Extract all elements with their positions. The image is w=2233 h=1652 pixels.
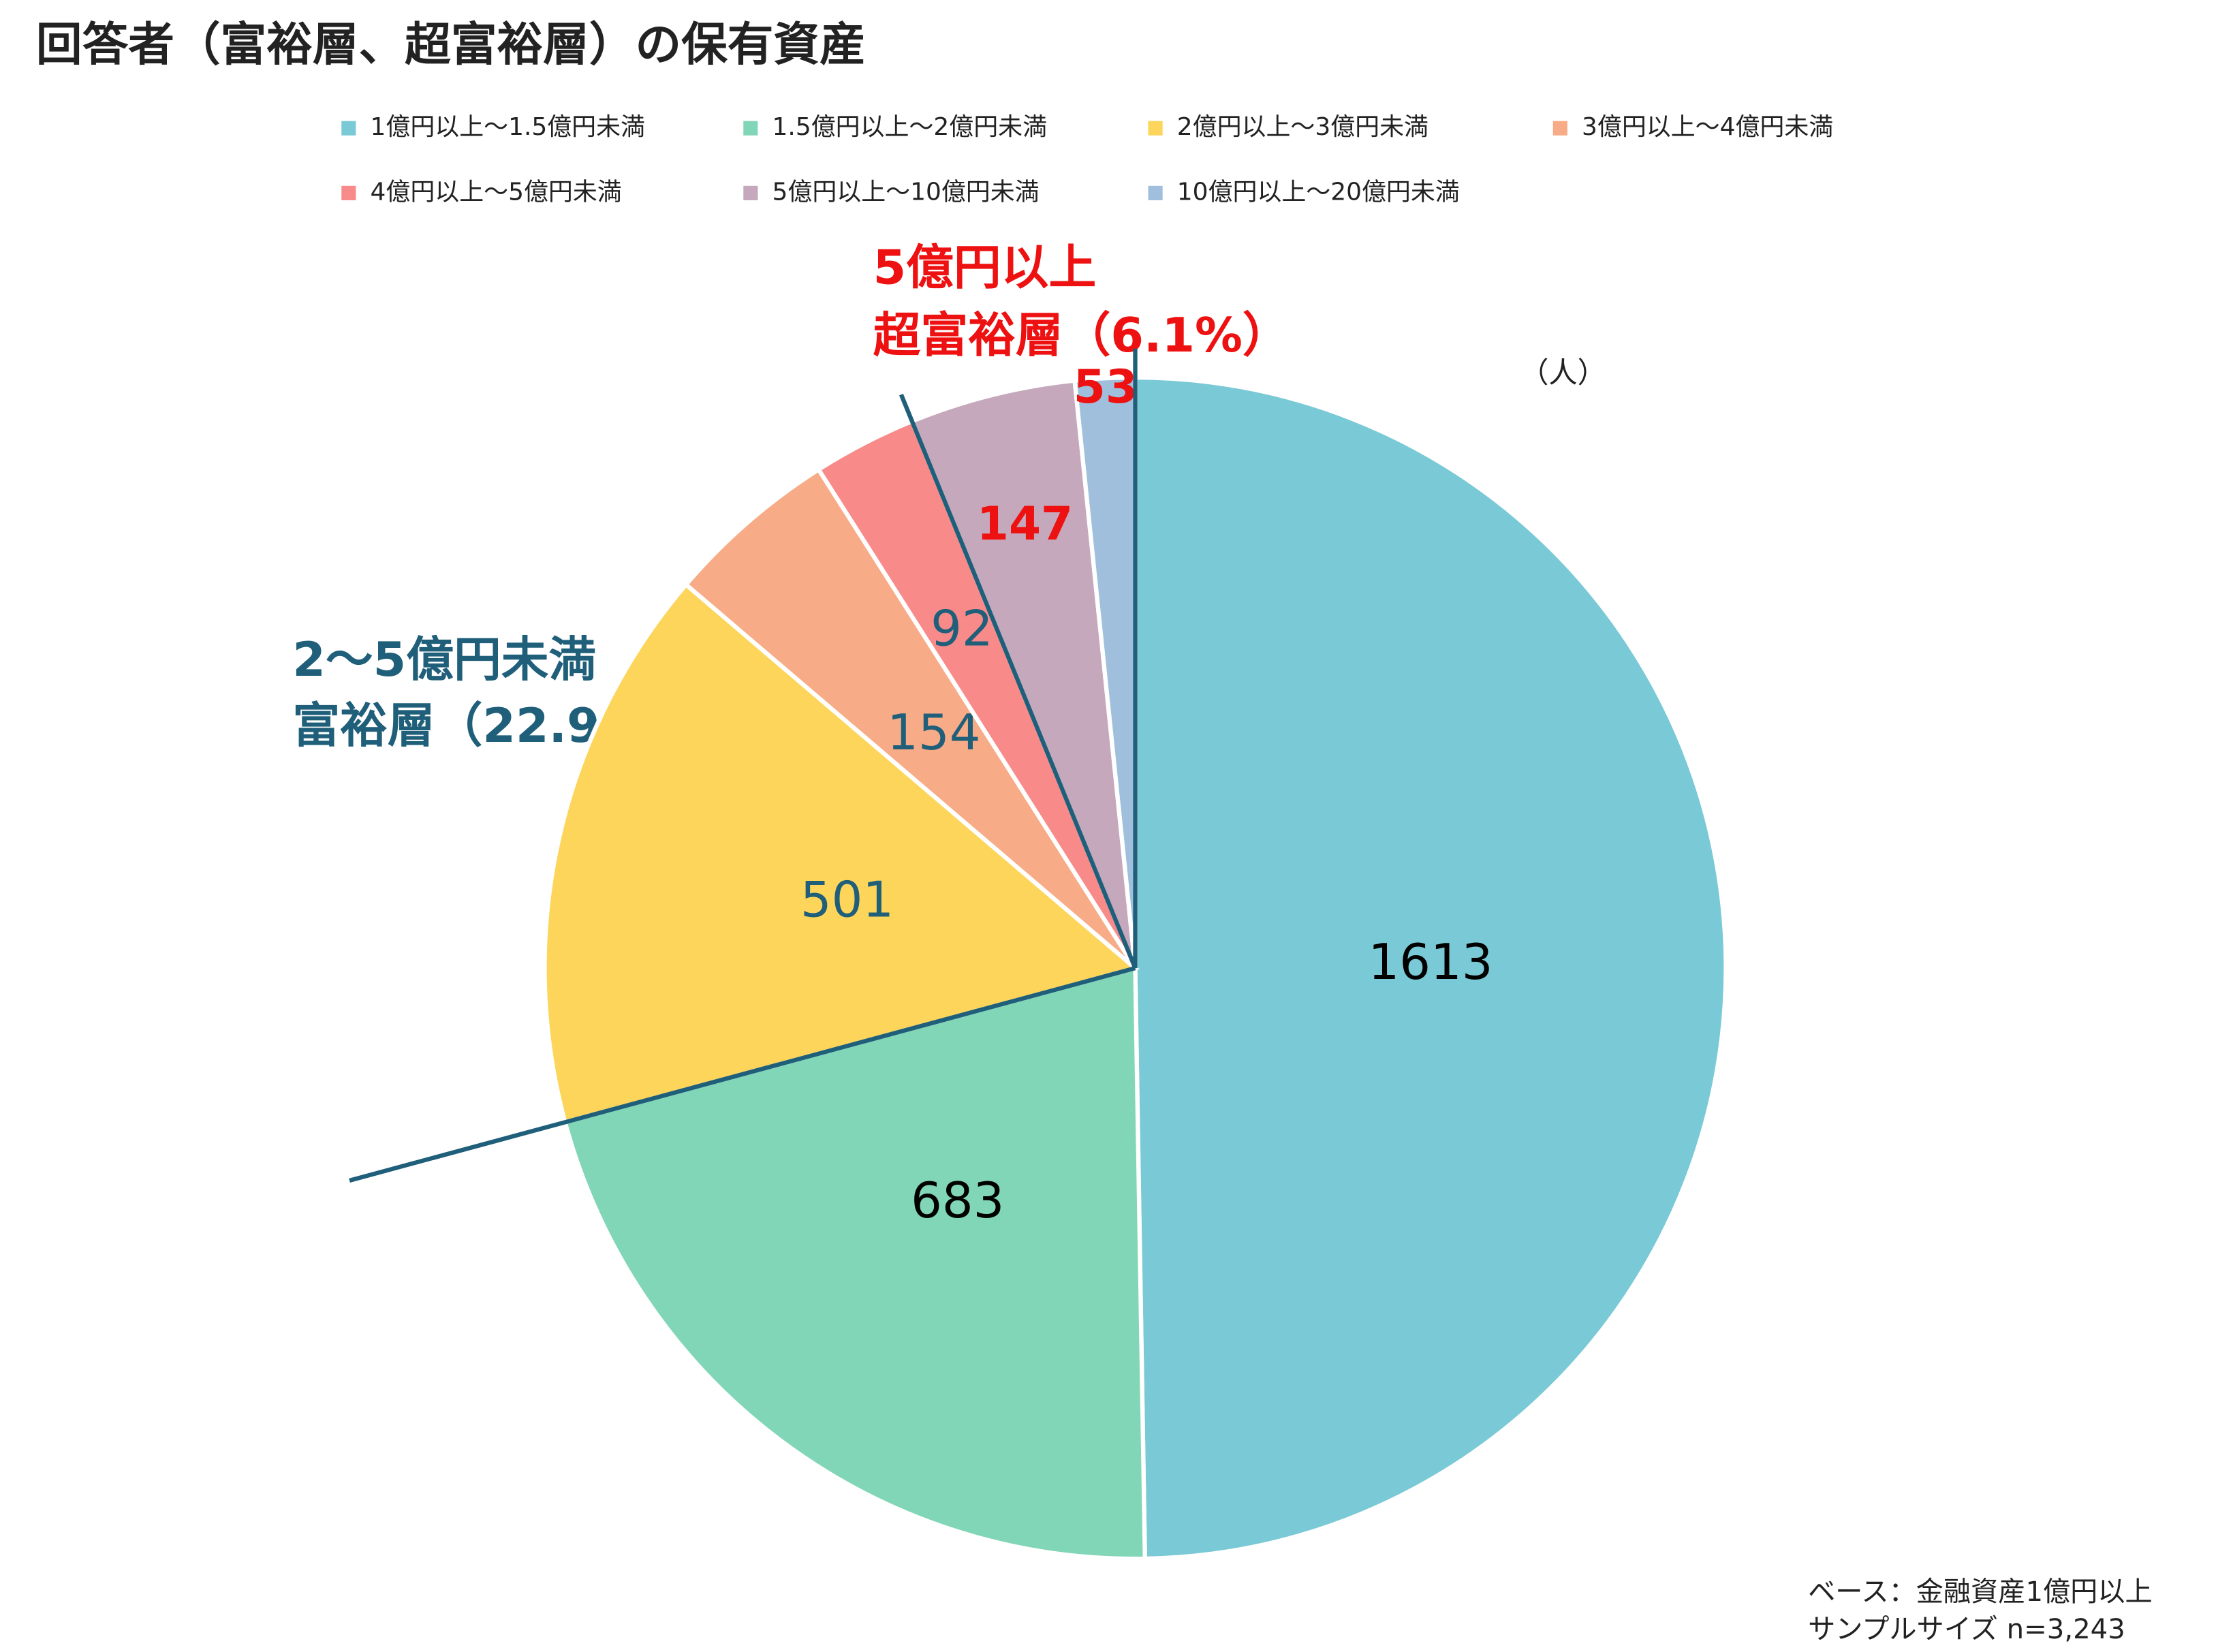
pie-slice	[683, 466, 1138, 970]
legend-label: 1.5億円以上～2億円未満	[772, 113, 1047, 141]
legend-label: 3億円以上～4億円未満	[1582, 113, 1833, 141]
data-label: 683	[911, 1172, 1004, 1229]
data-label: 501	[800, 871, 894, 928]
pie-slice	[542, 581, 1140, 1125]
pie-slice	[1133, 375, 1728, 1561]
pie-slice	[562, 965, 1147, 1561]
unit-label: （人）	[1520, 356, 1606, 389]
chart-title: 回答者（富裕層、超富裕層）の保有資産	[36, 17, 866, 71]
footnote: サンプルサイズ n=3,243	[1808, 1614, 2125, 1645]
data-label: 1613	[1369, 933, 1493, 991]
annotation: 5億円以上	[873, 240, 1097, 296]
divider-line	[899, 393, 1138, 969]
annotation: 超富裕層（6.1%）	[873, 308, 1290, 363]
data-label: 92	[931, 600, 993, 657]
legend-label: 10億円以上～20億円未満	[1177, 178, 1460, 206]
data-label: 147	[977, 497, 1073, 550]
annotation: 2～5億円未満	[292, 632, 596, 687]
data-label: 154	[887, 704, 980, 761]
legend-swatch	[1552, 121, 1567, 136]
divider-line	[349, 966, 1136, 1183]
legend-label: 1億円以上～1.5億円未満	[371, 113, 645, 141]
footnote: ベース：金融資産1億円以上	[1808, 1576, 2153, 1608]
legend-swatch	[743, 121, 758, 136]
legend-label: 5億円以上～10億円未満	[772, 178, 1040, 206]
legend-swatch	[341, 185, 356, 200]
legend-swatch	[341, 121, 356, 136]
legend-label: 4億円以上～5億円未満	[371, 178, 622, 206]
legend-label: 2億円以上～3億円未満	[1177, 113, 1428, 141]
pie-slice	[909, 378, 1138, 969]
legend-swatch	[1148, 185, 1163, 200]
data-label: 53	[1074, 360, 1138, 414]
legend-swatch	[1148, 121, 1163, 136]
legend-swatch	[743, 185, 758, 200]
